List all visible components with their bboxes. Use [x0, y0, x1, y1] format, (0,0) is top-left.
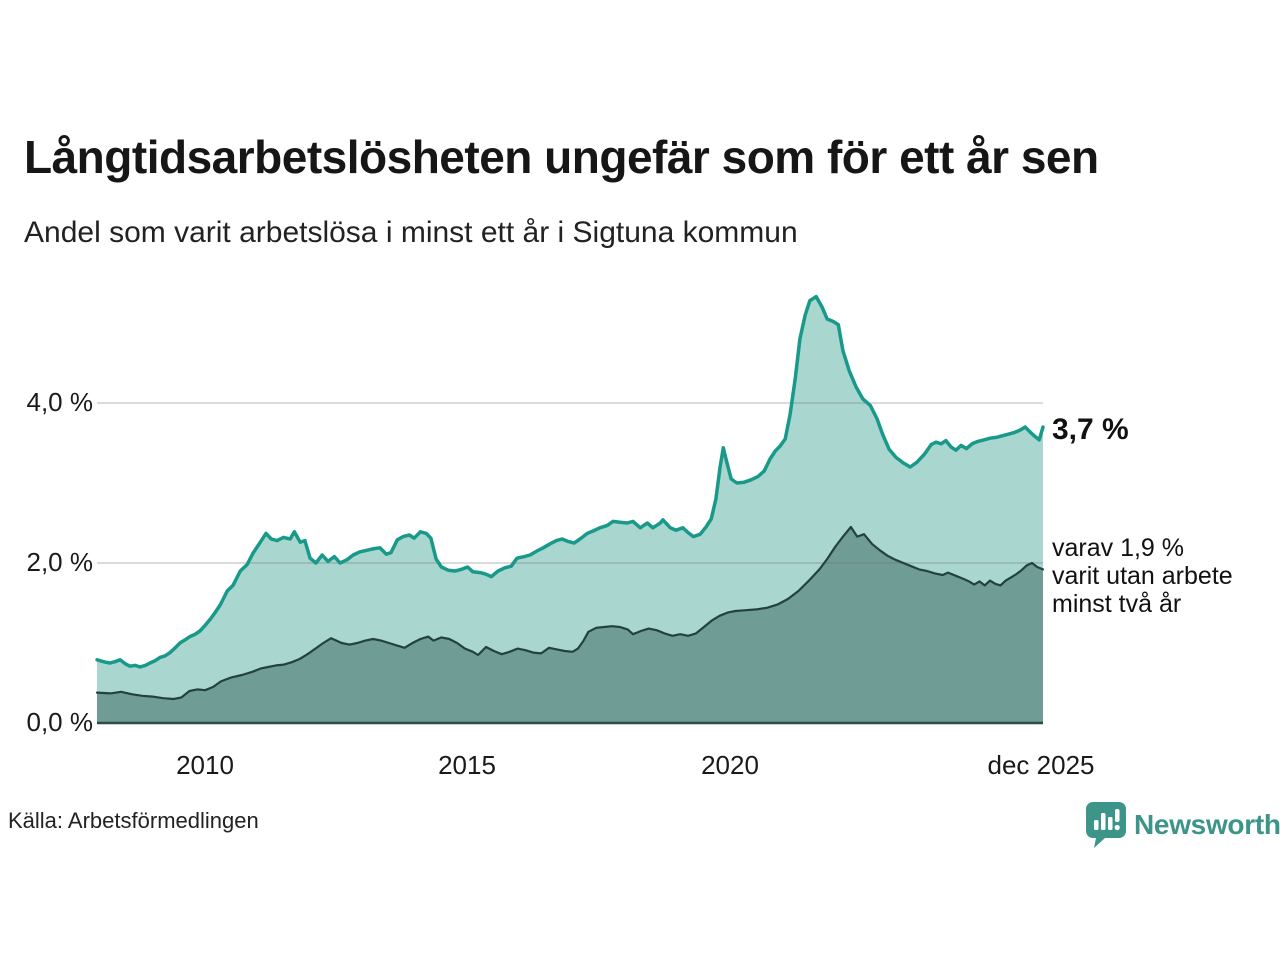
logo-bar-medium [1108, 817, 1113, 830]
latest-value-annotation: 3,7 % [1052, 413, 1129, 446]
source-caption: Källa: Arbetsförmedlingen [8, 808, 259, 833]
series-line-0 [95, 294, 1045, 669]
logo-exclamation-stem [1115, 809, 1120, 822]
newsworthy-wordmark: Newsworthy [1134, 809, 1280, 840]
logo-bar-short [1094, 820, 1099, 830]
newsworthy-logo: Newsworthy [1086, 802, 1280, 848]
x-axis-tick-2015: 2015 [438, 750, 496, 780]
logo-exclamation-dot [1114, 824, 1120, 831]
y-axis-tick-4: 4,0 % [26, 387, 94, 417]
newsworthy-logo-icon [1086, 802, 1126, 848]
secondary-annotation-line2: varit utan arbete [1052, 562, 1233, 590]
page-subtitle: Andel som varit arbetslösa i minst ett å… [24, 216, 798, 249]
secondary-annotation-line1: varav 1,9 % [1052, 534, 1185, 562]
page-title: Långtidsarbetslösheten ungefär som för e… [24, 131, 1099, 183]
x-axis-tick-2010: 2010 [176, 750, 234, 780]
series-area-1 [97, 527, 1043, 723]
x-axis-tick-2020: 2020 [701, 750, 759, 780]
logo-bar-tall [1101, 813, 1106, 830]
series-line-1 [95, 525, 1045, 701]
x-axis-tick-dec-2025: dec 2025 [987, 750, 1095, 780]
y-axis-tick-0: 0,0 % [26, 707, 94, 737]
secondary-annotation-line3: minst två år [1052, 590, 1182, 618]
secondary-annotation: varav 1,9 % varit utan arbete minst två … [1052, 534, 1233, 618]
y-axis-tick-2: 2,0 % [26, 547, 94, 577]
